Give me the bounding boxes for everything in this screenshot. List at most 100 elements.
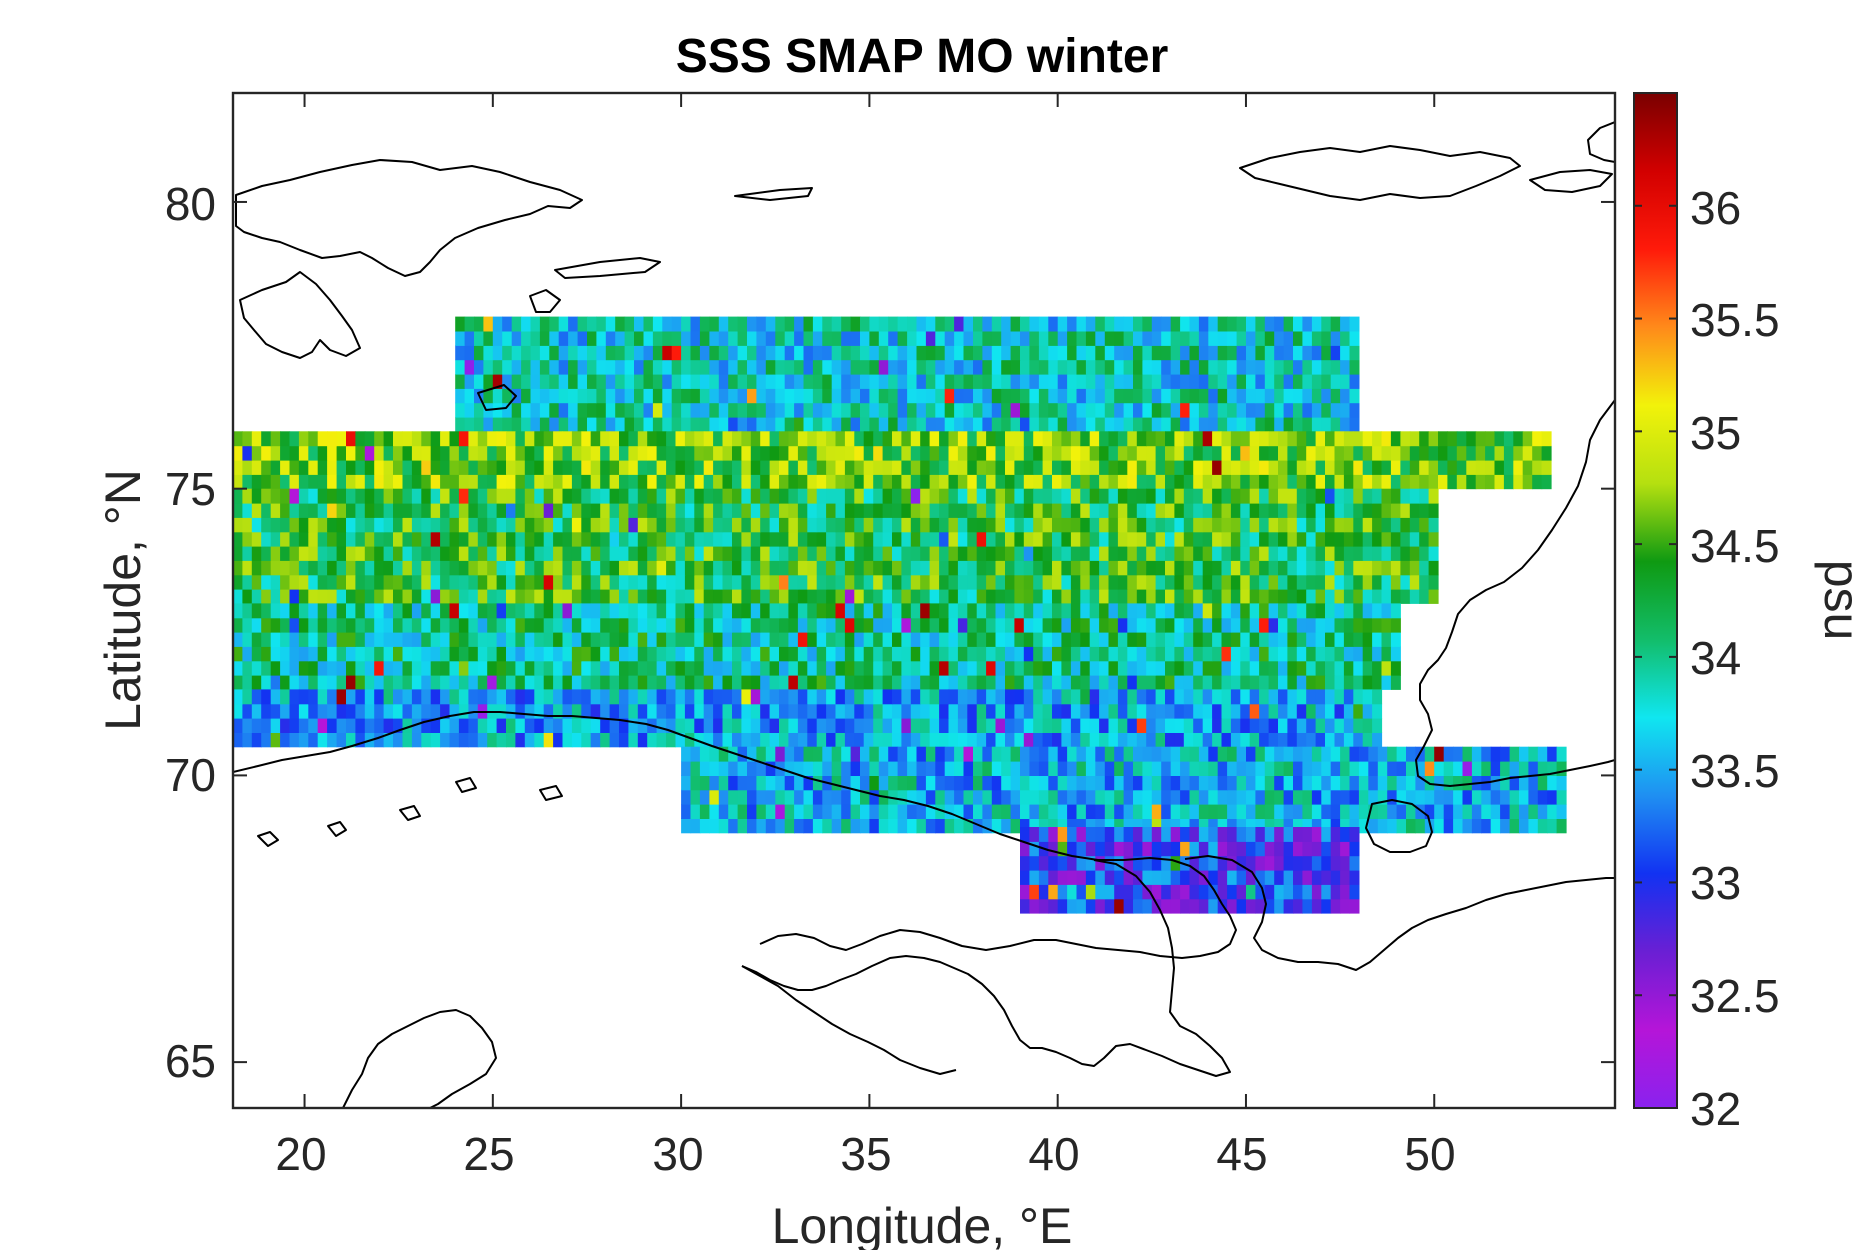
- heatmap-cell: [1020, 388, 1030, 404]
- heatmap-cell: [1174, 431, 1185, 447]
- heatmap-cell: [1033, 531, 1044, 547]
- heatmap-cell: [1381, 488, 1392, 504]
- heatmap-cell: [854, 460, 865, 475]
- heatmap-cell: [587, 359, 597, 375]
- heatmap-cell: [1189, 841, 1200, 857]
- heatmap-cell: [647, 703, 658, 719]
- heatmap-cell: [1029, 789, 1040, 805]
- heatmap-cell: [1161, 804, 1172, 819]
- heatmap-cell: [1127, 718, 1138, 733]
- heatmap-cell: [374, 589, 385, 604]
- heatmap-cell: [440, 617, 451, 633]
- heatmap-cell: [967, 503, 978, 518]
- heatmap-cell: [346, 546, 356, 561]
- heatmap-cell: [1268, 474, 1279, 490]
- heatmap-cell: [850, 746, 861, 762]
- heatmap-cell: [289, 474, 300, 490]
- heatmap-cell: [935, 775, 946, 791]
- heatmap-cell: [935, 818, 946, 834]
- heatmap-cell: [393, 703, 403, 719]
- heatmap-cell: [364, 703, 375, 719]
- heatmap-cell: [860, 388, 870, 404]
- heatmap-cell: [270, 431, 281, 447]
- heatmap-cell: [1227, 898, 1238, 914]
- heatmap-cell: [1509, 761, 1520, 776]
- heatmap-cell: [1353, 675, 1364, 690]
- heatmap-cell: [1278, 517, 1288, 533]
- heatmap-cell: [1268, 460, 1279, 475]
- heatmap-cell: [1259, 474, 1270, 490]
- heatmap-cell: [1033, 660, 1044, 676]
- heatmap-cell: [1117, 617, 1128, 633]
- heatmap-cell: [355, 574, 366, 590]
- heatmap-cell: [835, 546, 846, 561]
- heatmap-cell: [1183, 646, 1194, 662]
- heatmap-cell: [1202, 574, 1213, 590]
- heatmap-cell: [1193, 460, 1204, 475]
- heatmap-cell: [1061, 531, 1072, 547]
- heatmap-cell: [1029, 898, 1040, 914]
- heatmap-cell: [831, 746, 842, 762]
- heatmap-cell: [1070, 474, 1081, 490]
- heatmap-cell: [1155, 703, 1166, 719]
- heatmap-cell: [355, 703, 366, 719]
- heatmap-cell: [671, 316, 682, 332]
- heatmap-cell: [1353, 546, 1364, 561]
- heatmap-cell: [1283, 761, 1294, 776]
- heatmap-cell: [807, 660, 818, 676]
- heatmap-cell: [756, 761, 767, 776]
- heatmap-cell: [737, 746, 748, 762]
- heatmap-cell: [1189, 331, 1200, 346]
- heatmap-cell: [882, 632, 893, 647]
- heatmap-cell: [1434, 746, 1445, 762]
- heatmap-cell: [1409, 531, 1420, 547]
- heatmap-cell: [1123, 884, 1134, 900]
- heatmap-cell: [449, 732, 460, 748]
- heatmap-cell: [581, 474, 592, 490]
- heatmap-cell: [1362, 431, 1373, 447]
- heatmap-cell: [939, 574, 950, 590]
- heatmap-cell: [1089, 632, 1100, 647]
- heatmap-cell: [1381, 603, 1392, 619]
- heatmap-cell: [562, 589, 573, 604]
- heatmap-cell: [826, 617, 837, 633]
- heatmap-cell: [892, 488, 902, 504]
- heatmap-cell: [539, 359, 550, 375]
- heatmap-cell: [816, 703, 827, 719]
- heatmap-cell: [1001, 388, 1012, 404]
- heatmap-cell: [1325, 617, 1335, 633]
- heatmap-cell: [327, 460, 338, 475]
- heatmap-cell: [765, 345, 776, 361]
- heatmap-cell: [1076, 818, 1087, 834]
- heatmap-cell: [524, 560, 535, 576]
- heatmap-cell: [1390, 460, 1401, 475]
- heatmap-cell: [957, 560, 968, 576]
- heatmap-cell: [534, 617, 545, 633]
- heatmap-cell: [675, 603, 686, 619]
- heatmap-cell: [948, 589, 959, 604]
- heatmap-cell: [1193, 574, 1204, 590]
- heatmap-cell: [1108, 531, 1119, 547]
- heatmap-cell: [925, 775, 936, 791]
- heatmap-cell: [854, 546, 865, 561]
- heatmap-cell: [910, 531, 921, 547]
- heatmap-cell: [873, 703, 884, 719]
- heatmap-cell: [600, 675, 611, 690]
- heatmap-cell: [1311, 331, 1322, 346]
- heatmap-cell: [1146, 718, 1157, 733]
- heatmap-cell: [901, 560, 912, 576]
- heatmap-cell: [991, 775, 1002, 791]
- heatmap-cell: [643, 374, 654, 389]
- colorbar-tick-label: 32: [1690, 1083, 1741, 1135]
- heatmap-cell: [647, 617, 658, 633]
- heatmap-cell: [728, 374, 739, 389]
- heatmap-cell: [737, 359, 748, 375]
- heatmap-cell: [1099, 603, 1110, 619]
- heatmap-cell: [1057, 775, 1068, 791]
- heatmap-cell: [492, 417, 503, 432]
- heatmap-cell: [587, 345, 597, 361]
- heatmap-cell: [794, 345, 805, 361]
- heatmap-cell: [690, 402, 701, 418]
- heatmap-cell: [1381, 632, 1392, 647]
- heatmap-cell: [1048, 374, 1059, 389]
